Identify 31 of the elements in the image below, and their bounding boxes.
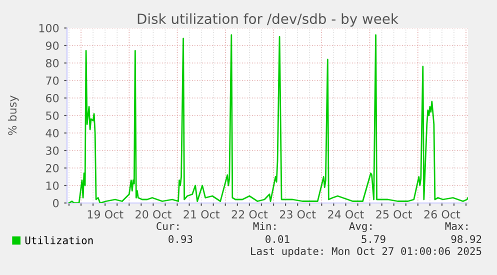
text: Avg: bbox=[349, 222, 372, 232]
x-tick-label: 21 Oct bbox=[184, 210, 220, 219]
y-tick-label: 80 bbox=[46, 58, 59, 68]
text: Last update: Mon Oct 27 01:00:06 2025 bbox=[251, 246, 482, 258]
text: 5.79 bbox=[362, 235, 386, 244]
y-tick-label: 30 bbox=[46, 146, 59, 155]
y-tick-label: 20 bbox=[46, 164, 59, 172]
text: Max: bbox=[445, 222, 468, 230]
text: 98.92 bbox=[451, 235, 482, 244]
y-tick-label: 90 bbox=[46, 41, 59, 50]
y-tick-label: 40 bbox=[46, 128, 59, 138]
x-tick-label: 23 Oct bbox=[280, 210, 316, 219]
x-tick-label: 25 Oct bbox=[376, 210, 412, 219]
y-tick-label: 60 bbox=[46, 94, 59, 102]
text: 0.01 bbox=[266, 235, 290, 244]
y-tick-label: 50 bbox=[46, 111, 59, 120]
y-tick-label: 0 bbox=[53, 198, 59, 208]
x-tick-label: 22 Oct bbox=[232, 210, 268, 219]
y-tick-label: 100 bbox=[39, 24, 59, 32]
chart-title: Disk utilization for /dev/sdb - by week bbox=[138, 13, 398, 27]
x-tick-label: 26 Oct bbox=[424, 210, 460, 219]
x-tick-label: 20 Oct bbox=[136, 210, 172, 219]
text: Min: bbox=[253, 222, 276, 230]
x-tick-label: 24 Oct bbox=[328, 210, 364, 219]
y-tick-label: 10 bbox=[46, 181, 59, 190]
x-tick-label: 19 Oct bbox=[88, 210, 124, 219]
legend-label: Utilization bbox=[25, 236, 93, 244]
y-axis-title: % busy bbox=[8, 96, 19, 136]
text: 0.93 bbox=[168, 235, 192, 244]
y-tick-label: 70 bbox=[46, 76, 59, 85]
text: Cur: bbox=[156, 222, 178, 230]
